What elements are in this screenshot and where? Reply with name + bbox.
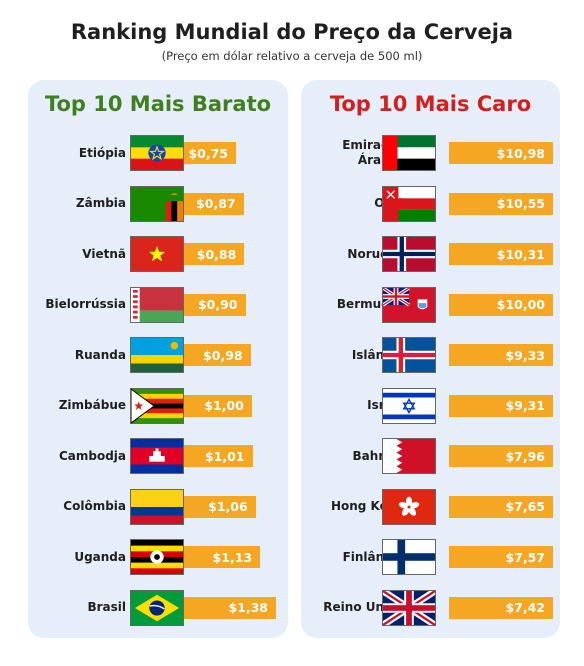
price-bar: $1,01 (170, 445, 253, 467)
ethiopia-flag-icon (130, 135, 184, 171)
page-title: Ranking Mundial do Preço da Cerveja (70, 20, 514, 44)
chart-row: Noruega $10,31 (301, 234, 560, 274)
price-label: $0,88 (196, 246, 237, 262)
price-bar: $10,00 (449, 293, 553, 316)
price-label: $0,90 (197, 297, 238, 312)
chart-row: Zâmbia $0,87 (28, 184, 288, 224)
chart-row: Bahrain $7,96 (301, 436, 560, 476)
country-label: Zâmbia (75, 196, 126, 210)
zambia-flag-icon (130, 185, 184, 222)
most-expensive-panel-title: Top 10 Mais Caro (329, 92, 532, 116)
price-bar: $1,13 (170, 546, 261, 568)
rwanda-flag-icon (130, 337, 184, 373)
chart-row: Emirados Árabes $10,98 (301, 133, 560, 173)
price-label: $7,42 (505, 600, 545, 615)
chart-row: Israel$9,31 (301, 386, 560, 426)
chart-row: Ruanda $0,98 (28, 335, 288, 375)
chart-row: Colômbia $1,06 (28, 487, 288, 527)
cheapest-panel-title: Top 10 Mais Barato (44, 92, 272, 116)
price-bar: $0,98 (170, 344, 251, 366)
price-label: $7,96 (505, 448, 545, 464)
chart-row: Islândia $9,33 (301, 335, 560, 375)
country-label: Zimbábue (58, 398, 126, 412)
vietnam-flag-icon (130, 236, 184, 272)
uae-flag-icon (382, 135, 436, 171)
cheapest-panel: Top 10 Mais Barato Etiópia $0,75 Zâmbia $0,… (28, 80, 288, 638)
chart-row: Bielorrússia $0,90 (28, 285, 288, 325)
price-bar: $7,96 (449, 445, 553, 467)
uganda-flag-icon (130, 539, 184, 575)
price-bar: $7,65 (449, 495, 553, 518)
country-label: Vietnã (82, 246, 126, 261)
israel-flag-icon (382, 387, 436, 424)
chart-row: Cambodja $1,01 (28, 436, 288, 476)
country-label: Bielorrússia (45, 297, 126, 311)
finland-flag-icon (382, 539, 436, 575)
price-bar: $9,33 (449, 344, 553, 366)
chart-row: Uganda $1,13 (28, 537, 288, 577)
chart-row: Zimbábue $1,00 (28, 386, 288, 426)
country-label: Uganda (74, 549, 126, 564)
zimbabwe-flag-icon (130, 387, 184, 424)
hong-kong-flag-icon (382, 488, 436, 525)
price-bar: $1,06 (170, 495, 256, 518)
country-label: Brasil (87, 600, 126, 614)
price-bar: $0,87 (170, 192, 244, 215)
chart-row: Omã$10,55 (301, 184, 560, 224)
chart-row: Etiópia $0,75 (28, 133, 288, 173)
price-label: $1,00 (204, 398, 244, 413)
price-label: $0,87 (196, 196, 236, 211)
price-label: $10,55 (496, 196, 545, 211)
price-label: $1,13 (212, 549, 253, 565)
cambodia-flag-icon (130, 438, 184, 474)
country-label: Cambodja (58, 448, 126, 463)
chart-row: Bermudas $10,00 (301, 285, 560, 325)
price-label: $1,01 (204, 448, 245, 464)
country-label: Colômbia (63, 499, 126, 513)
country-label: Etiópia (78, 145, 126, 160)
belarus-flag-icon (130, 286, 184, 323)
price-bar: $1,00 (170, 394, 252, 417)
bahrain-flag-icon (382, 438, 436, 474)
price-bar: $10,31 (449, 243, 553, 265)
uk-flag-icon (382, 589, 436, 626)
price-label: $10,31 (496, 246, 545, 262)
price-bar: $7,57 (449, 546, 553, 568)
price-bar: $1,38 (170, 596, 276, 619)
chart-row: Brasil $1,38 (28, 588, 288, 628)
oman-flag-icon (382, 185, 436, 222)
bermuda-flag-icon (382, 286, 436, 323)
price-label: $10,98 (496, 145, 545, 161)
price-bar: $0,75 (170, 142, 236, 164)
norway-flag-icon (382, 236, 436, 272)
price-label: $7,57 (505, 549, 545, 565)
price-label: $0,75 (188, 145, 228, 161)
brazil-flag-icon (130, 589, 184, 626)
most-expensive-panel: Top 10 Mais Caro Emirados Árabes$10,98 Om… (301, 80, 560, 638)
country-label: Ruanda (74, 347, 126, 362)
page-subtitle: (Preço em dólar relativo a cerveja de 50… (161, 49, 423, 63)
price-label: $0,98 (203, 347, 243, 363)
chart-row: Reino Unido $7,42 (301, 588, 560, 628)
colombia-flag-icon (130, 488, 184, 525)
price-bar: $0,90 (170, 293, 246, 316)
price-label: $10,00 (496, 297, 545, 312)
price-bar: $10,55 (449, 192, 553, 215)
price-label: $1,38 (228, 600, 268, 615)
price-label: $1,06 (208, 499, 248, 514)
price-label: $9,33 (505, 347, 545, 363)
price-bar: $0,88 (170, 243, 245, 265)
price-label: $9,31 (505, 398, 545, 413)
chart-row: Finlândia $7,57 (301, 537, 560, 577)
price-label: $7,65 (505, 499, 545, 514)
chart-row: Hong Kong $7,65 (301, 487, 560, 527)
iceland-flag-icon (382, 337, 436, 373)
chart-row: Vietnã $0,88 (28, 234, 288, 274)
price-bar: $10,98 (449, 142, 553, 164)
price-bar: $7,42 (449, 596, 553, 619)
price-bar: $9,31 (449, 394, 553, 417)
